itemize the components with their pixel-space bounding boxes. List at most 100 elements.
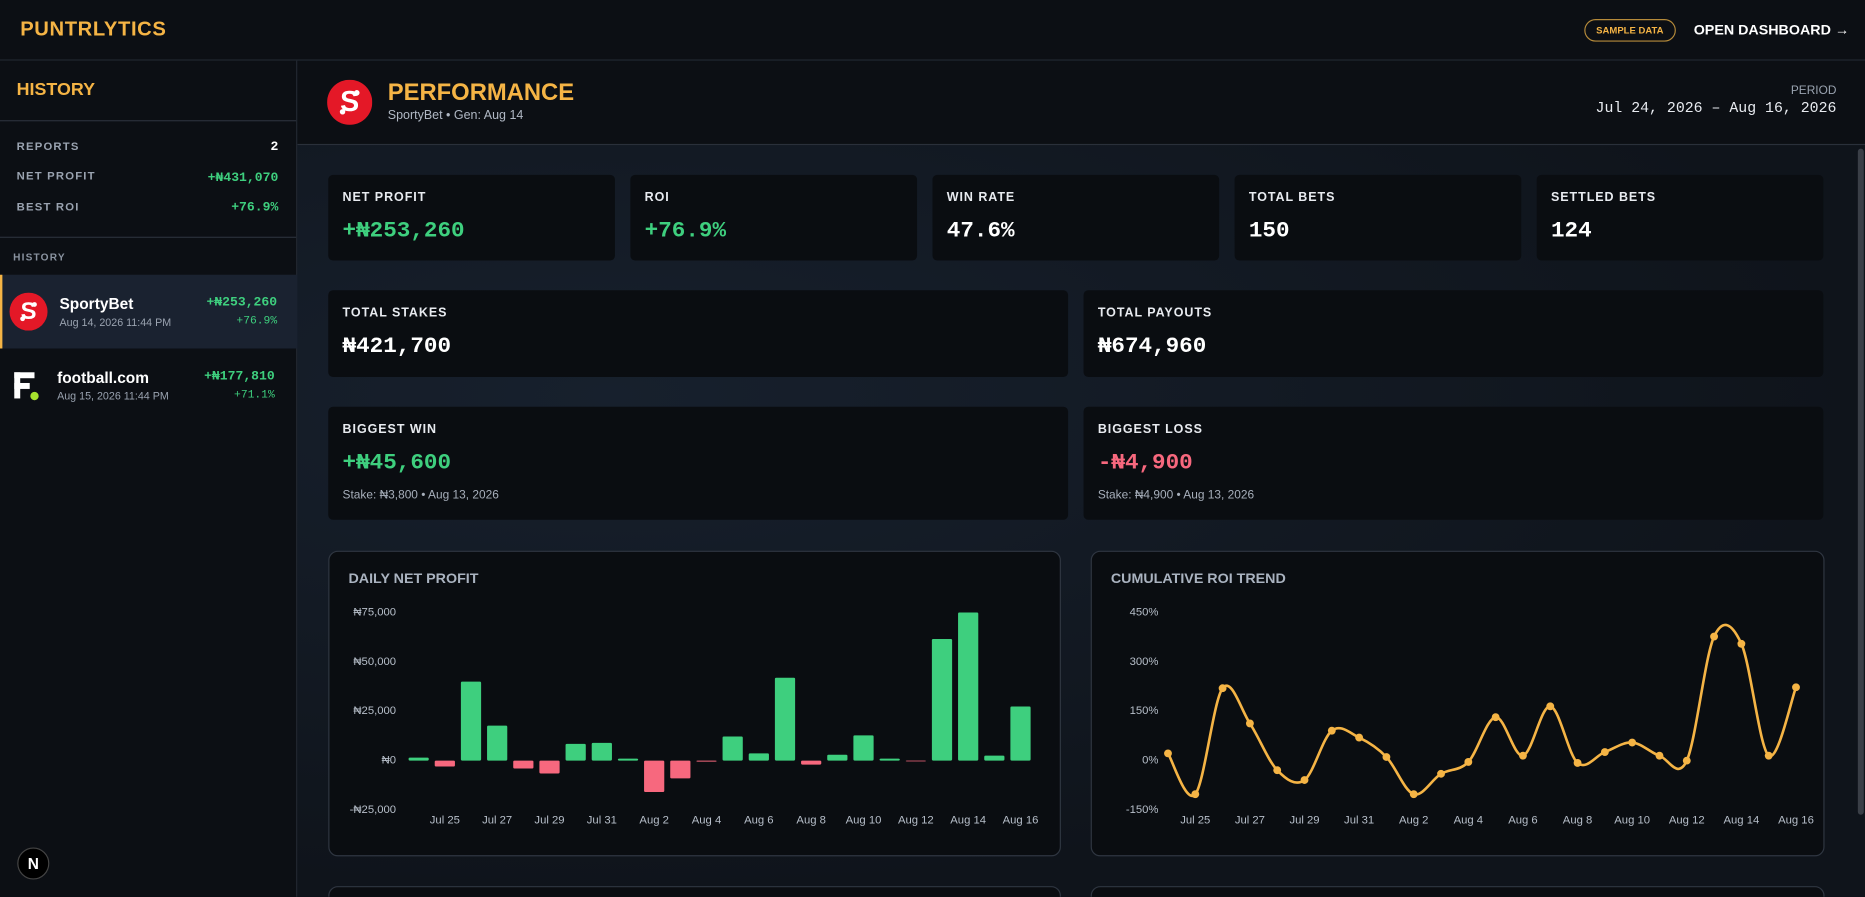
divider <box>0 120 297 122</box>
metric-value: +76.9% <box>644 217 727 244</box>
scrollbar[interactable] <box>1857 148 1864 815</box>
report-header: S PERFORMANCE SportyBet • Gen: Aug 14 PE… <box>297 60 1865 146</box>
x-tick-label: Aug 10 <box>1614 815 1650 827</box>
bar <box>591 742 612 761</box>
metric-label: NET PROFIT <box>342 190 427 205</box>
y-tick-label: -150% <box>1126 804 1159 816</box>
metric-label: SETTLED BETS <box>1550 190 1657 205</box>
roi-point <box>1191 790 1200 799</box>
next-icon[interactable]: N <box>17 847 50 880</box>
y-tick-label: 450% <box>1130 607 1159 619</box>
total-value: ₦421,700 <box>342 333 452 360</box>
total-value: ₦674,960 <box>1097 333 1207 360</box>
roi-point <box>1273 766 1282 775</box>
bar <box>879 758 900 761</box>
stat-value: +76.9% <box>231 201 279 216</box>
bar <box>748 753 769 761</box>
extreme-card: BIGGEST WIN +₦45,600 Stake: ₦3,800 • Aug 1… <box>328 406 1069 520</box>
roi-point <box>1519 751 1527 760</box>
metric-card: TOTAL BETS 150 <box>1234 174 1522 261</box>
main: S PERFORMANCE SportyBet • Gen: Aug 14 PE… <box>297 60 1865 897</box>
sidebar: HISTORY REPORTS 2 NET PROFIT +₦431,070 B… <box>0 60 299 897</box>
x-tick-label: Aug 12 <box>1669 815 1705 827</box>
open-dashboard-link[interactable]: OPEN DASHBOARD → <box>1693 21 1850 39</box>
total-label: TOTAL STAKES <box>342 305 448 320</box>
x-tick-label: Jul 25 <box>1180 815 1210 827</box>
sportybet-logo: S <box>327 79 373 125</box>
bar <box>670 760 691 779</box>
bar <box>905 760 926 762</box>
bar <box>487 725 508 761</box>
roi-point <box>1355 733 1364 742</box>
total-card: TOTAL PAYOUTS ₦674,960 <box>1083 290 1824 378</box>
bar <box>696 760 717 762</box>
x-tick-label: Aug 14 <box>950 815 986 827</box>
bar <box>801 760 822 765</box>
x-tick-label: Aug 8 <box>1563 815 1592 827</box>
total-card: TOTAL STAKES ₦421,700 <box>328 290 1069 378</box>
x-tick-label: Aug 14 <box>1724 815 1760 827</box>
x-tick-label: Aug 16 <box>1003 815 1039 827</box>
roi-point <box>1600 748 1609 756</box>
bar <box>853 735 874 761</box>
bar <box>722 736 743 761</box>
item-profit: +₦177,810 <box>204 369 275 385</box>
item-name: SportyBet <box>59 294 134 313</box>
bar <box>644 760 665 793</box>
period: Jul 24, 2026 – Aug 16, 2026 <box>1595 99 1837 117</box>
x-tick-label: Jul 29 <box>534 815 564 827</box>
roi-point <box>1764 751 1773 760</box>
chart-card <box>328 886 1061 897</box>
roi-point <box>1546 702 1555 711</box>
item-date: Aug 14, 2026 11:44 PM <box>59 316 172 329</box>
svg-text:N: N <box>28 856 39 873</box>
roi-point <box>1409 790 1418 799</box>
roi-point <box>1300 776 1309 784</box>
x-tick-label: Aug 10 <box>846 815 882 827</box>
item-date: Aug 15, 2026 11:44 PM <box>57 390 169 403</box>
y-tick-label: 300% <box>1130 656 1159 668</box>
stat-label: REPORTS <box>16 140 80 154</box>
x-tick-label: Aug 2 <box>1399 815 1428 827</box>
metric-label: WIN RATE <box>946 190 1016 205</box>
extreme-value: -₦4,900 <box>1097 449 1193 476</box>
roi-line <box>1166 623 1798 798</box>
x-tick-label: Jul 31 <box>1344 815 1374 827</box>
chart-title: CUMULATIVE ROI TREND <box>1111 571 1286 587</box>
roi-point <box>1737 639 1746 648</box>
bar <box>513 760 534 769</box>
x-tick-label: Aug 6 <box>744 815 773 827</box>
section-label: HISTORY <box>13 250 66 263</box>
roi-point <box>1682 756 1691 765</box>
x-tick-label: Jul 27 <box>482 815 512 827</box>
stat-value: 2 <box>270 140 279 155</box>
report-title: PERFORMANCE <box>387 79 575 106</box>
roi-point <box>1628 738 1637 747</box>
history-item[interactable]: football.com Aug 15, 2026 11:44 PM +₦177… <box>0 348 296 422</box>
extreme-note: Stake: ₦3,800 • Aug 13, 2026 <box>342 488 499 502</box>
metric-value: 47.6% <box>946 217 1015 244</box>
chart-card: DAILY NET PROFIT -₦25,000 ₦0 ₦25,000 ₦50,000… <box>328 550 1061 857</box>
x-tick-label: Aug 8 <box>796 815 825 827</box>
bar <box>539 760 560 774</box>
item-name: football.com <box>57 368 150 387</box>
x-tick-label: Jul 29 <box>1289 815 1319 827</box>
y-tick-label: 0% <box>1142 755 1158 767</box>
extreme-note: Stake: ₦4,900 • Aug 13, 2026 <box>1097 488 1255 502</box>
stat-label: BEST ROI <box>16 201 80 215</box>
bar <box>984 755 1005 761</box>
bar <box>434 760 455 767</box>
bar <box>617 758 639 761</box>
stat-value: +₦431,070 <box>207 171 279 186</box>
bar <box>774 677 796 761</box>
period-label: PERIOD <box>1790 84 1837 98</box>
football-logo <box>14 372 39 401</box>
y-tick-label: ₦75,000 <box>353 607 396 619</box>
extreme-card: BIGGEST LOSS -₦4,900 Stake: ₦4,900 • Aug 1… <box>1083 406 1824 520</box>
roi-point <box>1573 758 1582 767</box>
brand[interactable]: PUNTRLYTICS <box>20 17 167 41</box>
y-tick-label: ₦25,000 <box>353 705 396 717</box>
history-item[interactable]: S SportyBet Aug 14, 2026 11:44 PM +₦253,… <box>0 274 299 349</box>
extreme-value: +₦45,600 <box>342 449 452 476</box>
